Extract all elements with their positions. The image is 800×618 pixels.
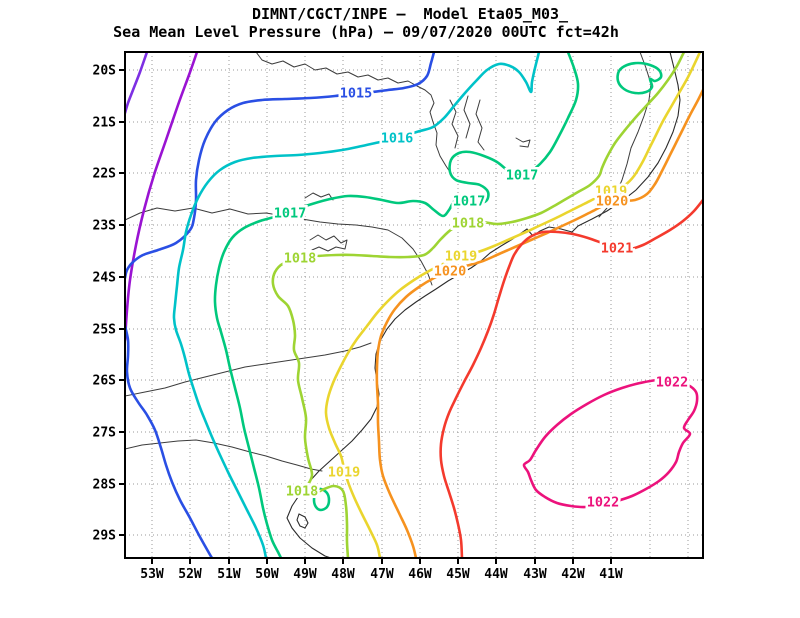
river bbox=[309, 234, 348, 252]
isobar-1015 bbox=[125, 52, 436, 280]
isobar-1017 bbox=[616, 61, 663, 95]
river bbox=[475, 99, 485, 151]
lon-tick-label: 48W bbox=[331, 567, 355, 582]
lat-tick-label: 28S bbox=[93, 478, 117, 493]
lat-tick-label: 21S bbox=[93, 116, 117, 131]
state-border bbox=[125, 207, 433, 286]
isobars bbox=[125, 52, 703, 558]
isobar-label-1017: 1017 bbox=[274, 206, 307, 222]
isobar-label-1015: 1015 bbox=[340, 86, 373, 102]
isobar-label-1022: 1022 bbox=[587, 495, 620, 511]
lon-tick-label: 44W bbox=[484, 567, 508, 582]
lon-tick-label: 50W bbox=[255, 567, 279, 582]
lat-tick-label: 24S bbox=[93, 271, 117, 286]
isobar-1014 bbox=[125, 52, 199, 342]
isobar-1022 bbox=[522, 378, 699, 509]
river bbox=[304, 192, 334, 201]
geography bbox=[125, 52, 681, 558]
lat-tick-label: 26S bbox=[93, 374, 117, 389]
isobar-1020 bbox=[375, 88, 703, 558]
isobar-label-1021: 1021 bbox=[601, 241, 634, 257]
plot-border bbox=[124, 51, 704, 559]
river bbox=[515, 137, 531, 148]
lon-tick-label: 42W bbox=[561, 567, 585, 582]
lon-tick-label: 53W bbox=[140, 567, 164, 582]
lon-tick-label: 52W bbox=[178, 567, 202, 582]
lon-tick-label: 41W bbox=[599, 567, 623, 582]
isobar-1021 bbox=[439, 198, 703, 558]
isobar-label-1020: 1020 bbox=[596, 194, 629, 210]
axis-ticks bbox=[119, 69, 612, 564]
lat-tick-label: 20S bbox=[93, 64, 117, 79]
isobar-label-1018: 1018 bbox=[284, 251, 317, 267]
isobar-label-1016: 1016 bbox=[381, 131, 414, 147]
lat-tick-label: 25S bbox=[93, 323, 117, 338]
lat-tick-label: 29S bbox=[93, 529, 117, 544]
isobar-1013 bbox=[125, 52, 149, 115]
isobar-label-1019: 1019 bbox=[445, 249, 478, 265]
isobar-label-1020: 1020 bbox=[434, 264, 467, 280]
coastline bbox=[296, 513, 309, 529]
isobar-label-1022: 1022 bbox=[656, 375, 689, 391]
isobar-1015 bbox=[125, 324, 214, 558]
isobar-labels: 1015 1016 1017 1017 1017 1018 1018 1018 1019 1019… bbox=[271, 83, 691, 513]
lon-tick-label: 51W bbox=[217, 567, 241, 582]
lon-tick-label: 49W bbox=[293, 567, 317, 582]
lon-tick-label: 43W bbox=[523, 567, 547, 582]
lon-tick-label: 47W bbox=[370, 567, 394, 582]
state-border bbox=[125, 439, 323, 472]
lon-tick-label: 46W bbox=[408, 567, 432, 582]
isobar-label-1019: 1019 bbox=[328, 465, 361, 481]
state-border bbox=[125, 342, 372, 397]
isobar-label-1019: 1019 bbox=[595, 184, 628, 200]
river bbox=[463, 95, 471, 139]
isobar-label-1017: 1017 bbox=[506, 168, 539, 184]
river bbox=[255, 52, 453, 176]
isobar-1019 bbox=[324, 52, 702, 558]
isobar-1016 bbox=[172, 52, 541, 558]
isobar-label-1018: 1018 bbox=[452, 216, 485, 232]
map-title-line2: Sea Mean Level Pressure (hPa) – 09/07/20… bbox=[113, 23, 619, 41]
lon-tick-label: 45W bbox=[446, 567, 470, 582]
isobar-1018 bbox=[271, 52, 686, 558]
lat-tick-label: 23S bbox=[93, 219, 117, 234]
lat-tick-label: 22S bbox=[93, 167, 117, 182]
lat-tick-label: 27S bbox=[93, 426, 117, 441]
map-title-line1: DIMNT/CGCT/INPE – Model Eta05_M03_ bbox=[251, 5, 569, 23]
isobar-label-1018: 1018 bbox=[286, 484, 319, 500]
isobar-label-1017: 1017 bbox=[453, 194, 486, 210]
axis-tick-labels: 20S 21S 22S 23S 24S 25S 26S 27S 28S 29S 53W 52W 51W 5… bbox=[93, 64, 623, 583]
isobar-1017 bbox=[213, 52, 580, 558]
coastline bbox=[286, 52, 681, 558]
